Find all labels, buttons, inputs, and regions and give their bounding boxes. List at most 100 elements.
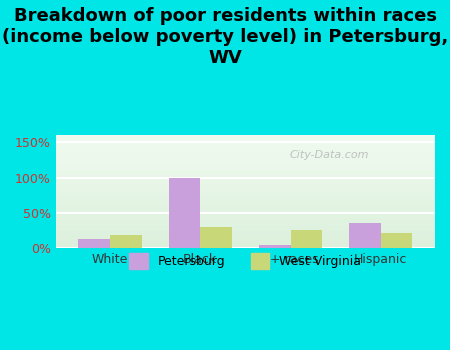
Bar bbox=[56, 227, 435, 228]
Bar bbox=[56, 219, 435, 220]
Bar bbox=[56, 189, 435, 190]
Bar bbox=[56, 160, 435, 161]
Bar bbox=[56, 216, 435, 217]
Bar bbox=[56, 239, 435, 240]
Bar bbox=[56, 245, 435, 246]
Bar bbox=[56, 206, 435, 208]
Bar bbox=[56, 178, 435, 179]
Bar bbox=[56, 149, 435, 150]
Bar bbox=[56, 194, 435, 195]
Bar bbox=[56, 203, 435, 204]
Bar bbox=[56, 246, 435, 247]
Bar bbox=[56, 196, 435, 197]
Bar bbox=[56, 154, 435, 155]
Bar bbox=[291, 230, 322, 248]
Bar bbox=[56, 213, 435, 214]
Bar bbox=[56, 231, 435, 232]
Bar bbox=[56, 144, 435, 145]
Bar bbox=[56, 176, 435, 177]
Bar bbox=[56, 152, 435, 153]
Bar bbox=[56, 221, 435, 222]
Bar bbox=[56, 158, 435, 159]
Bar bbox=[56, 238, 435, 239]
Bar bbox=[56, 184, 435, 185]
Bar bbox=[56, 148, 435, 149]
Bar bbox=[56, 244, 435, 245]
Bar bbox=[56, 237, 435, 238]
Bar bbox=[56, 208, 435, 209]
Bar bbox=[56, 198, 435, 200]
Bar bbox=[56, 226, 435, 227]
Bar bbox=[56, 218, 435, 219]
Bar bbox=[56, 142, 435, 143]
Text: City-Data.com: City-Data.com bbox=[289, 150, 369, 160]
Bar bbox=[56, 205, 435, 206]
Bar bbox=[56, 211, 435, 212]
Text: Breakdown of poor residents within races
(income below poverty level) in Petersb: Breakdown of poor residents within races… bbox=[2, 7, 448, 66]
Bar bbox=[56, 240, 435, 241]
Bar bbox=[56, 212, 435, 213]
Bar bbox=[56, 223, 435, 224]
Bar bbox=[56, 204, 435, 205]
Bar bbox=[56, 136, 435, 137]
Bar bbox=[56, 232, 435, 233]
Bar bbox=[56, 174, 435, 175]
Bar bbox=[56, 233, 435, 235]
Bar bbox=[56, 188, 435, 189]
Bar bbox=[56, 180, 435, 182]
Bar bbox=[56, 156, 435, 158]
Bar bbox=[56, 229, 435, 230]
Bar bbox=[381, 233, 412, 248]
Bar bbox=[56, 135, 435, 136]
Bar bbox=[56, 137, 435, 139]
Bar bbox=[169, 177, 200, 248]
Bar bbox=[56, 197, 435, 198]
Bar bbox=[56, 202, 435, 203]
Bar bbox=[56, 159, 435, 160]
Bar bbox=[56, 166, 435, 167]
Bar bbox=[56, 241, 435, 243]
Bar bbox=[56, 175, 435, 176]
Bar bbox=[56, 186, 435, 187]
Bar bbox=[56, 150, 435, 151]
Bar bbox=[56, 192, 435, 193]
Bar bbox=[56, 153, 435, 154]
Bar bbox=[56, 162, 435, 163]
Bar bbox=[56, 247, 435, 248]
Bar bbox=[56, 209, 435, 210]
Bar bbox=[56, 183, 435, 184]
Legend: Petersburg, West Virginia: Petersburg, West Virginia bbox=[124, 248, 366, 274]
Bar bbox=[56, 139, 435, 140]
Bar bbox=[56, 173, 435, 174]
Bar bbox=[56, 243, 435, 244]
Bar bbox=[56, 187, 435, 188]
Bar bbox=[200, 227, 232, 248]
Bar bbox=[56, 193, 435, 194]
Bar bbox=[56, 161, 435, 162]
Bar bbox=[56, 169, 435, 170]
Bar bbox=[56, 170, 435, 171]
Bar bbox=[110, 235, 141, 248]
Bar bbox=[56, 190, 435, 192]
Bar bbox=[56, 228, 435, 229]
Bar bbox=[56, 151, 435, 152]
Bar bbox=[56, 182, 435, 183]
Bar bbox=[56, 146, 435, 148]
Bar bbox=[56, 177, 435, 178]
Bar bbox=[56, 143, 435, 144]
Bar bbox=[56, 230, 435, 231]
Bar bbox=[349, 223, 381, 248]
Bar bbox=[78, 239, 110, 248]
Bar bbox=[56, 214, 435, 216]
Bar bbox=[56, 168, 435, 169]
Bar bbox=[56, 199, 435, 201]
Bar bbox=[56, 185, 435, 186]
Bar bbox=[56, 224, 435, 226]
Bar bbox=[56, 220, 435, 221]
Bar bbox=[56, 167, 435, 168]
Bar bbox=[56, 201, 435, 202]
Bar bbox=[56, 171, 435, 173]
Bar bbox=[56, 236, 435, 237]
Bar bbox=[56, 179, 435, 180]
Bar bbox=[56, 235, 435, 236]
